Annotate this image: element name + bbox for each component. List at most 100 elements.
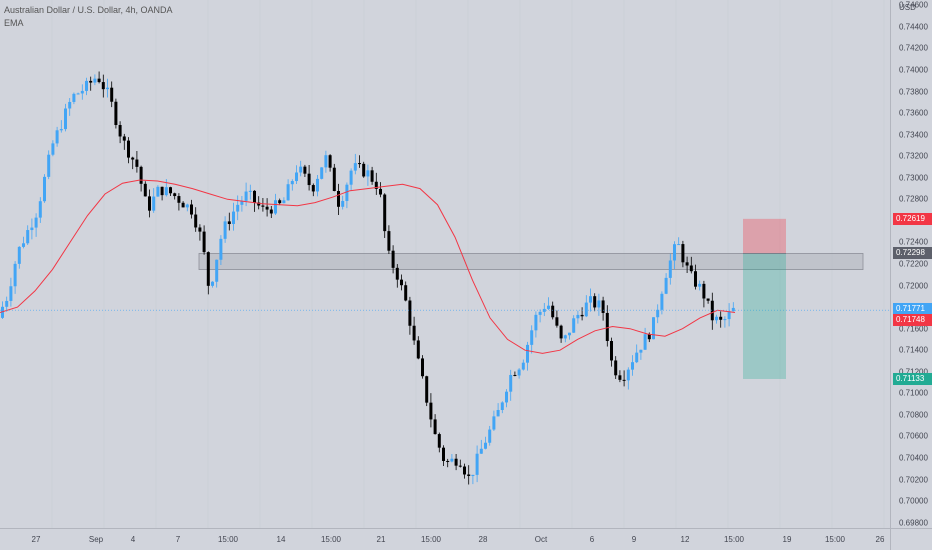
- price-tick-label: 0.72400: [899, 237, 928, 247]
- candle-body: [580, 314, 584, 317]
- candle-body: [387, 231, 391, 251]
- candle-body: [412, 325, 416, 341]
- candle-body: [458, 465, 462, 467]
- candle-body: [101, 82, 105, 90]
- price-tick-label: 0.71600: [899, 324, 928, 334]
- price-tick-label: 0.72800: [899, 194, 928, 204]
- candle-body: [286, 184, 290, 201]
- candle-body: [463, 466, 466, 475]
- candle-body: [345, 184, 349, 201]
- chart-plot-area[interactable]: Australian Dollar / U.S. Dollar, 4h, OAN…: [0, 0, 890, 528]
- candle-body: [274, 200, 277, 214]
- candle-body: [215, 259, 219, 282]
- candle-body: [391, 250, 395, 268]
- candle-body: [576, 314, 580, 319]
- candle-body: [139, 166, 143, 184]
- candle-body: [240, 200, 244, 205]
- candle-body: [248, 190, 252, 192]
- candle-body: [719, 316, 723, 320]
- candle-body: [1, 306, 4, 318]
- candle-body: [605, 312, 609, 342]
- candle-body: [521, 362, 525, 370]
- price-tag: 0.71133: [893, 372, 932, 385]
- candle-body: [303, 166, 307, 174]
- price-tick-label: 0.72000: [899, 281, 928, 291]
- time-tick-label: 4: [130, 535, 136, 544]
- candle-body: [290, 181, 294, 185]
- chart-legend: Australian Dollar / U.S. Dollar, 4h, OAN…: [4, 4, 173, 30]
- candle-body: [584, 302, 588, 317]
- price-tick-label: 0.73600: [899, 108, 928, 118]
- price-tick-label: 0.69800: [899, 518, 928, 528]
- time-tick-label: 6: [589, 535, 595, 544]
- candle-body: [715, 316, 718, 321]
- candle-body: [614, 360, 618, 376]
- candle-body: [454, 458, 458, 466]
- candle-body: [51, 143, 55, 155]
- time-tick-label: 21: [376, 535, 386, 544]
- candle-body: [106, 87, 109, 90]
- time-axis[interactable]: 27 Sep 4 7 15:00 14 15:00 21 15:00 28 Oct 6 9 12 15:00…: [0, 528, 890, 550]
- price-tick-label: 0.71400: [899, 345, 928, 355]
- time-tick-label: 15:00: [320, 535, 342, 544]
- candle-body: [38, 201, 42, 218]
- candle-body: [471, 474, 475, 477]
- symbol-title[interactable]: Australian Dollar / U.S. Dollar, 4h, OAN…: [4, 5, 173, 15]
- price-tick-label: 0.74400: [899, 22, 928, 32]
- candle-body: [169, 187, 172, 194]
- price-axis[interactable]: USD 0.74600 0.74400 0.74200 0.74000 0.73800 0…: [890, 0, 932, 528]
- indicator-label[interactable]: EMA: [4, 18, 24, 28]
- candle-body: [269, 209, 273, 214]
- candle-body: [643, 334, 647, 350]
- candlestick-chart[interactable]: [0, 0, 890, 528]
- time-tick-label: 28: [478, 535, 488, 544]
- candle-body: [379, 188, 382, 195]
- price-tick-label: 0.73400: [899, 130, 928, 140]
- price-tick-label: 0.73200: [899, 151, 928, 161]
- take-profit-zone: [743, 253, 786, 379]
- price-tag: 0.72298: [893, 247, 932, 260]
- candle-body: [227, 221, 231, 225]
- candle-body: [530, 330, 534, 345]
- candle-body: [118, 125, 122, 137]
- candle-body: [500, 402, 504, 410]
- candle-body: [626, 369, 630, 381]
- candle-body: [223, 221, 227, 239]
- candle-body: [295, 172, 298, 182]
- candle-body: [673, 244, 676, 261]
- candle-body: [383, 194, 387, 232]
- time-tick-label: 14: [276, 535, 286, 544]
- candle-body: [622, 379, 626, 381]
- price-tag: 0.72619: [893, 212, 932, 225]
- candle-body: [337, 190, 340, 207]
- candle-body: [114, 101, 118, 126]
- candle-body: [110, 87, 114, 102]
- candle-body: [232, 211, 235, 225]
- candle-body: [681, 244, 685, 263]
- candle-body: [660, 293, 664, 310]
- candle-body: [429, 402, 433, 420]
- candle-body: [22, 243, 25, 247]
- candle-body: [181, 202, 185, 208]
- candle-body: [190, 204, 193, 215]
- candle-body: [332, 167, 336, 191]
- time-tick-label: 19: [782, 535, 792, 544]
- candle-body: [311, 185, 315, 192]
- candle-body: [152, 196, 156, 211]
- candle-body: [421, 358, 424, 377]
- candle-body: [349, 170, 353, 185]
- candle-body: [43, 176, 46, 202]
- candle-body: [706, 298, 710, 301]
- time-tick-label: Sep: [88, 535, 104, 544]
- candle-body: [265, 206, 269, 210]
- candle-body: [479, 448, 483, 454]
- candle-body: [538, 311, 542, 315]
- candle-body: [694, 271, 697, 287]
- candle-body: [635, 352, 639, 363]
- candle-body: [164, 187, 168, 196]
- candle-body: [597, 300, 601, 308]
- candle-body: [160, 186, 164, 196]
- candle-body: [185, 204, 189, 208]
- candle-body: [17, 246, 21, 264]
